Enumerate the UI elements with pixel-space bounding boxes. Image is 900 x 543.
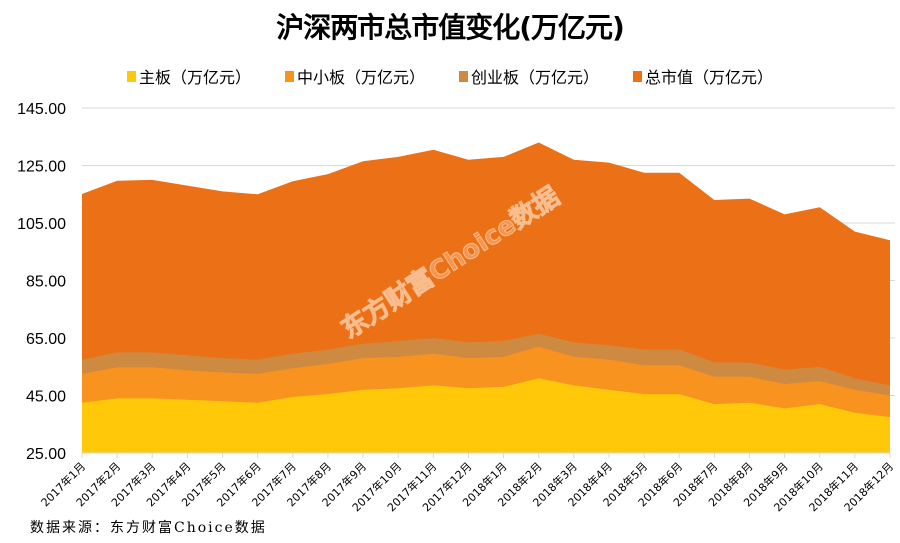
- legend-label: 中小板（万亿元）: [296, 68, 425, 87]
- legend-item-total: 总市值（万亿元）: [633, 64, 773, 88]
- legend: 主板（万亿元） 中小板（万亿元） 创业板（万亿元） 总市值（万亿元）: [0, 64, 900, 88]
- area-series: [82, 378, 890, 453]
- legend-label: 创业板（万亿元）: [471, 68, 600, 87]
- legend-item-chinext: 创业板（万亿元）: [459, 64, 599, 88]
- y-tick-label: 105.00: [17, 216, 66, 233]
- legend-swatch: [633, 70, 643, 82]
- y-tick-label: 65.00: [26, 331, 66, 348]
- y-tick-label: 45.00: [26, 389, 66, 406]
- data-source-note: 数据来源：东方财富Choice数据: [30, 520, 267, 536]
- legend-swatch: [459, 70, 468, 82]
- y-tick-label: 25.00: [26, 446, 66, 463]
- legend-label: 总市值（万亿元）: [645, 68, 774, 87]
- y-tick-label: 145.00: [17, 101, 66, 118]
- legend-item-main-board: 主板（万亿元）: [126, 64, 251, 88]
- legend-swatch: [126, 70, 136, 82]
- legend-item-sme-board: 中小板（万亿元）: [284, 64, 425, 88]
- y-tick-label: 85.00: [26, 274, 66, 291]
- chart-title: 沪深两市总市值变化(万亿元): [276, 11, 625, 44]
- legend-label: 主板（万亿元）: [138, 68, 251, 87]
- legend-swatch: [284, 70, 294, 82]
- y-tick-label: 125.00: [17, 159, 66, 176]
